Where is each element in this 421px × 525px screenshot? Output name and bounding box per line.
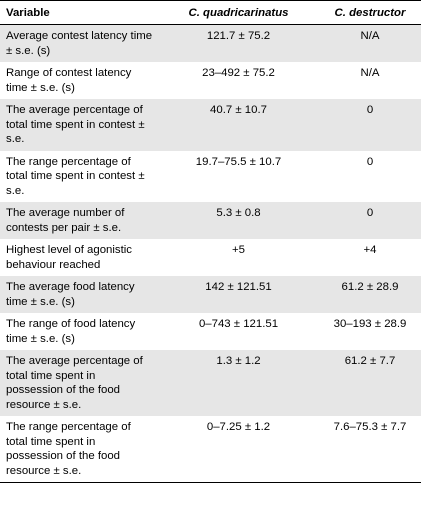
header-c-quadricarinatus: C. quadricarinatus [158, 0, 317, 25]
table-row: The average percentage of total time spe… [0, 99, 421, 151]
quadricarinatus-cell: 19.7–75.5 ± 10.7 [195, 155, 282, 168]
table-row: Highest level of agonistic behaviour rea… [0, 239, 421, 276]
table-row: Average contest latency time ± s.e. (s) … [0, 24, 421, 62]
table-row: The average food latency time ± s.e. (s)… [0, 276, 421, 313]
quadricarinatus-cell: 40.7 ± 10.7 [158, 99, 317, 151]
header-variable: Variable [0, 0, 158, 25]
quadricarinatus-cell: +5 [232, 244, 245, 256]
table-row: The average percentage of total time spe… [0, 350, 421, 416]
table-row: The range of food latency time ± s.e. (s… [0, 313, 421, 350]
destructor-cell: +4 [363, 244, 377, 256]
variable-cell: Average contest latency time ± s.e. (s) [0, 24, 158, 62]
table-row: The range percentage of total time spent… [0, 151, 421, 203]
variable-cell: The range of food latency time ± s.e. (s… [6, 318, 136, 345]
variable-cell: The range percentage of total time spent… [6, 155, 145, 197]
data-table: Variable C. quadricarinatus C. destructo… [0, 0, 421, 483]
variable-cell: The average percentage of total time spe… [0, 350, 158, 416]
quadricarinatus-cell: 0–743 ± 121.51 [198, 318, 279, 330]
quadricarinatus-cell: 5.3 ± 0.8 [158, 202, 317, 239]
destructor-cell: N/A [317, 24, 421, 62]
quadricarinatus-cell: 121.7 ± 75.2 [158, 24, 317, 62]
variable-cell: The average percentage of total time spe… [0, 99, 158, 151]
variable-cell: The average number of contests per pair … [0, 202, 158, 239]
destructor-cell: N/A [360, 67, 380, 79]
destructor-cell: 0 [366, 155, 374, 168]
destructor-cell: 0 [317, 99, 421, 151]
destructor-cell: 61.2 ± 28.9 [317, 276, 421, 313]
destructor-cell: 0 [317, 202, 421, 239]
variable-cell: The average food latency time ± s.e. (s) [0, 276, 158, 313]
variable-cell: The range percentage of total time spent… [0, 416, 158, 483]
destructor-cell: 61.2 ± 7.7 [317, 350, 421, 416]
quadricarinatus-cell: 1.3 ± 1.2 [158, 350, 317, 416]
header-c-destructor: C. destructor [317, 0, 421, 25]
destructor-cell: 30–193 ± 28.9 [333, 318, 407, 330]
destructor-cell: 7.6–75.3 ± 7.7 [317, 416, 421, 483]
header-row: Variable C. quadricarinatus C. destructo… [0, 0, 421, 25]
quadricarinatus-cell: 0–7.25 ± 1.2 [158, 416, 317, 483]
quadricarinatus-cell: 142 ± 121.51 [158, 276, 317, 313]
quadricarinatus-cell: 23–492 ± 75.2 [202, 67, 275, 79]
table-row: The average number of contests per pair … [0, 202, 421, 239]
table-row: Range of contest latency time ± s.e. (s)… [0, 62, 421, 99]
variable-cell: Highest level of agonistic behaviour rea… [6, 244, 132, 271]
table-row: The range percentage of total time spent… [0, 416, 421, 483]
variable-cell: Range of contest latency time ± s.e. (s) [6, 67, 132, 94]
